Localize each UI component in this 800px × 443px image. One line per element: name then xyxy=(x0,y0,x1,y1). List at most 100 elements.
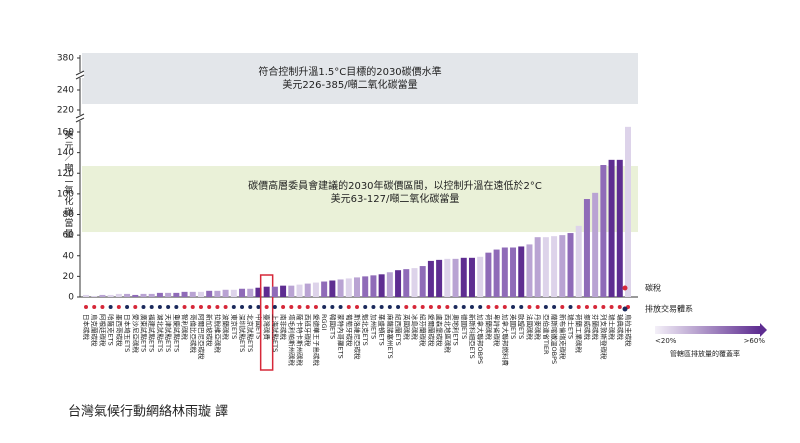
instrument-dot xyxy=(469,305,474,309)
axis-break xyxy=(75,70,85,76)
instrument-dot xyxy=(511,305,516,309)
bar xyxy=(312,282,319,297)
x-tick-label: 法國碳稅 xyxy=(525,314,534,341)
x-tick-label: 愛爾蘭碳稅 xyxy=(427,314,436,347)
bar xyxy=(460,257,467,297)
bar xyxy=(575,225,582,297)
x-tick-label: 廣東試點ETS xyxy=(139,314,148,352)
x-tick-label: 阿根廷碳稅 xyxy=(98,314,107,347)
instrument-dot xyxy=(338,305,343,309)
x-tick-label: 南非碳稅 xyxy=(279,314,288,341)
instrument-dot xyxy=(478,305,483,309)
bar xyxy=(386,272,393,297)
bar xyxy=(411,268,418,297)
bar xyxy=(124,293,131,297)
axis-break xyxy=(75,74,85,80)
x-tick-label: 西班牙碳稅 xyxy=(304,314,313,347)
x-tick-label: 湖北試點ETS xyxy=(156,314,165,352)
bar xyxy=(510,247,517,297)
x-tick-label: RGGI xyxy=(320,314,328,331)
bar xyxy=(206,290,213,297)
y-tick-label: 220 xyxy=(57,106,74,116)
x-tick-label: 新布倫瑞克碳稅 xyxy=(558,314,567,360)
instrument-dot xyxy=(215,305,220,309)
instrument-dot xyxy=(305,305,310,309)
x-tick-label: 冰島碳稅 xyxy=(410,314,419,341)
instrument-dot xyxy=(141,305,146,309)
bar xyxy=(534,237,541,297)
bar xyxy=(526,244,533,297)
instrument-dot xyxy=(264,305,269,309)
bar xyxy=(436,259,443,297)
x-tick-label: 智利碳稅 xyxy=(181,314,190,341)
instrument-dot xyxy=(371,305,376,309)
instrument-dot xyxy=(502,305,507,309)
instrument-dot xyxy=(174,305,179,309)
instrument-dot xyxy=(240,305,245,309)
instrument-dot xyxy=(207,305,212,309)
bar xyxy=(263,286,270,297)
y-tick-label: 100 xyxy=(57,189,74,199)
bar xyxy=(230,289,237,297)
x-tick-label: 新加坡碳稅 xyxy=(205,314,214,347)
x-tick-label: 拉脫維亞碳稅 xyxy=(213,314,222,354)
instrument-dot xyxy=(593,305,598,309)
x-tick-label: 丹麥碳稅 xyxy=(534,314,543,341)
bar xyxy=(542,237,549,297)
x-tick-label: 中國ETS xyxy=(254,314,263,339)
instrument-dot xyxy=(322,305,327,309)
bar xyxy=(477,256,484,297)
x-tick-label: 紐西蘭ETS xyxy=(394,314,403,346)
bar xyxy=(485,252,492,297)
bar xyxy=(271,286,278,297)
instrument-dot xyxy=(149,305,154,309)
x-tick-label: 芬蘭碳稅 xyxy=(591,314,600,341)
x-tick-label: 深圳試點ETS xyxy=(238,314,247,352)
bar xyxy=(329,280,336,297)
gradient-arrow xyxy=(760,323,767,337)
instrument-dot xyxy=(461,305,466,309)
bar xyxy=(345,278,352,297)
bar xyxy=(181,291,188,297)
instrument-dot xyxy=(535,305,540,309)
x-tick-label: 瑞士ETS xyxy=(567,314,576,339)
band-text: 碳價高層委員會建議的2030年碳價區間，以控制升溫在遠低於2°C xyxy=(248,179,542,192)
bar xyxy=(107,294,114,297)
bar xyxy=(501,247,508,297)
instrument-dot xyxy=(125,305,130,309)
bar xyxy=(83,294,89,297)
instrument-dot xyxy=(190,305,195,309)
instrument-dot xyxy=(601,305,606,309)
x-tick-label: 魁北克ETS xyxy=(361,314,370,346)
gradient-low: <20% xyxy=(655,337,677,345)
instrument-dot xyxy=(330,305,335,309)
x-tick-label: 德國ETS xyxy=(460,314,469,339)
x-tick-label: 韓國ETS xyxy=(328,314,337,339)
bar xyxy=(395,270,402,297)
legend-label: 碳稅 xyxy=(645,283,661,293)
bar xyxy=(148,293,155,297)
band-text: 符合控制升溫1.5°C目標的2030碳價水準 xyxy=(258,65,441,78)
bar xyxy=(427,260,434,297)
x-tick-label: 塔毛利帕斯州碳稅 xyxy=(287,314,296,367)
instrument-dot xyxy=(584,305,589,309)
instrument-dot xyxy=(313,305,318,309)
x-tick-label: 波蘭碳稅 xyxy=(222,314,231,341)
bar xyxy=(403,269,410,297)
instrument-dot xyxy=(100,305,105,309)
x-tick-label: 東京ETS xyxy=(230,314,239,339)
instrument-dot xyxy=(560,305,565,309)
bar xyxy=(156,292,163,297)
bar xyxy=(592,192,599,297)
instrument-dot xyxy=(519,305,524,309)
x-tick-label: 加拿大聯邦燃料費 xyxy=(501,314,510,367)
bar xyxy=(197,291,204,297)
x-tick-label: 臺灣碳費 xyxy=(263,314,272,341)
instrument-dot xyxy=(198,305,203,309)
axis-break xyxy=(75,113,85,119)
y-tick-label: 380 xyxy=(57,54,74,64)
instrument-dot xyxy=(543,305,548,309)
x-tick-label: 荷蘭碳稅 xyxy=(484,314,493,340)
instrument-dot xyxy=(552,305,557,309)
